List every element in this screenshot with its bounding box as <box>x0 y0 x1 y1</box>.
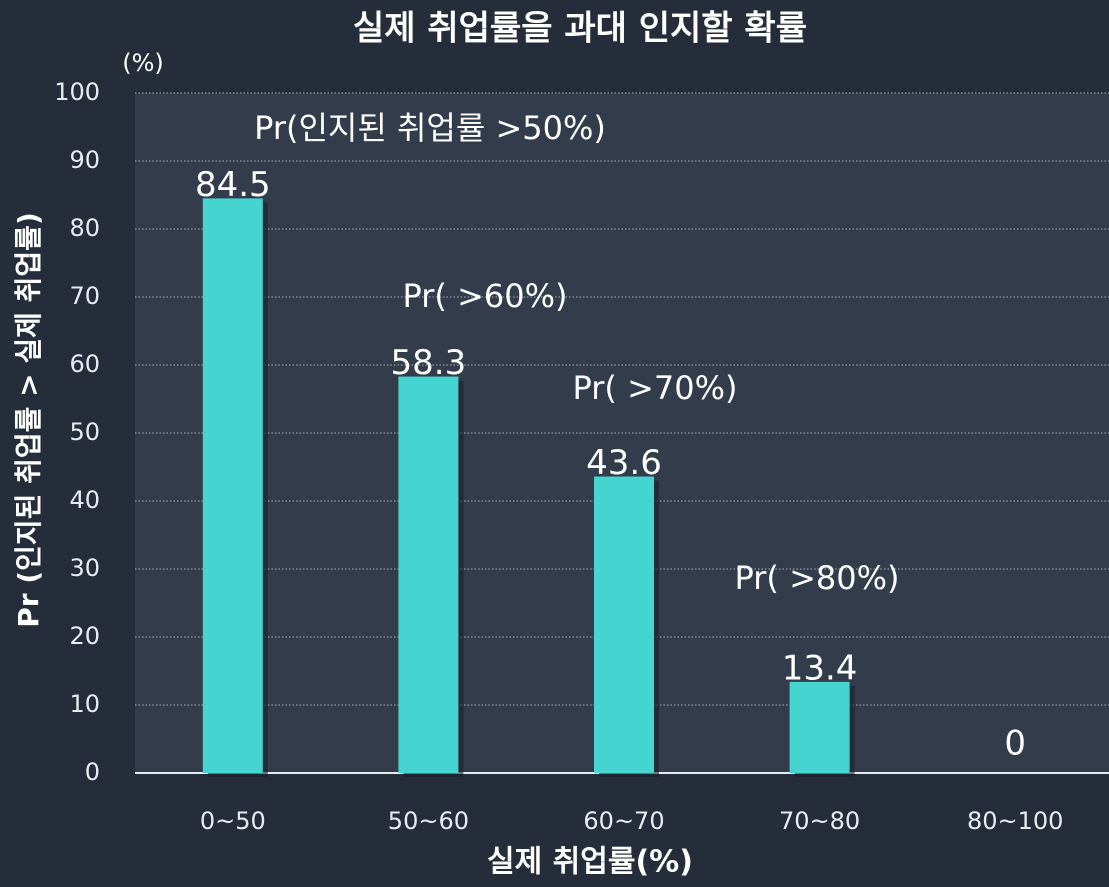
y-tick-label: 10 <box>69 690 100 718</box>
annotation: Pr( >70%) <box>573 369 738 407</box>
x-tick-label: 0~50 <box>200 807 266 835</box>
y-tick-label: 90 <box>69 146 100 174</box>
y-axis-label: Pr (인지된 취업률 > 실제 취업률) <box>12 212 45 628</box>
annotation: Pr(인지된 취업률 >50%) <box>254 109 606 147</box>
annotation: Pr( >80%) <box>735 559 900 597</box>
y-tick-label: 60 <box>69 350 100 378</box>
chart-title: 실제 취업률을 과대 인지할 확률 <box>353 9 807 49</box>
y-tick-label: 100 <box>54 78 100 106</box>
y-tick-label: 40 <box>69 486 100 514</box>
y-unit: (%) <box>122 49 164 77</box>
bar <box>594 476 654 773</box>
y-tick-label: 0 <box>85 758 100 786</box>
data-label: 84.5 <box>195 165 271 205</box>
bar <box>398 376 459 773</box>
data-label: 43.6 <box>586 443 662 483</box>
y-tick-label: 50 <box>69 418 100 446</box>
bar <box>202 198 263 773</box>
x-axis-label: 실제 취업률(%) <box>487 845 693 880</box>
y-tick-label: 80 <box>69 214 100 242</box>
data-label: 58.3 <box>391 343 467 383</box>
y-tick-label: 30 <box>69 554 100 582</box>
annotation: Pr( >60%) <box>403 277 568 315</box>
x-tick-label: 70~80 <box>779 807 860 835</box>
bar <box>789 681 850 773</box>
y-tick-label: 20 <box>69 622 100 650</box>
x-tick-label: 60~70 <box>583 807 664 835</box>
y-tick-label: 70 <box>69 282 100 310</box>
data-label: 13.4 <box>782 648 858 688</box>
data-label: 0 <box>1004 724 1026 764</box>
x-tick-label: 80~100 <box>967 807 1063 835</box>
x-tick-label: 50~60 <box>388 807 469 835</box>
